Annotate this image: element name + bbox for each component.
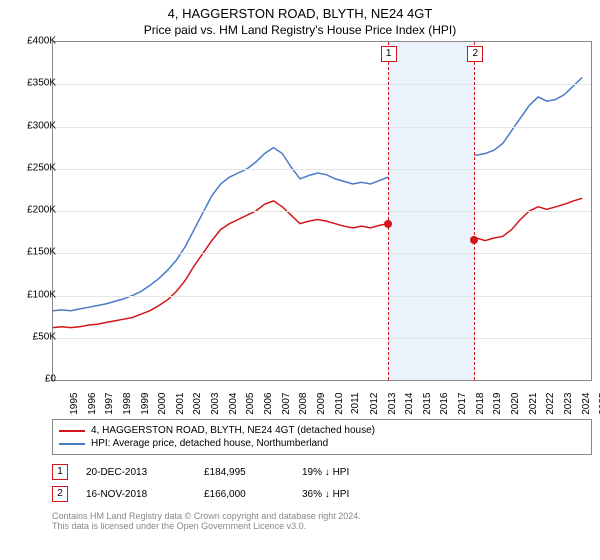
x-tick-label: 2003 bbox=[210, 393, 221, 415]
chart-container: 4, HAGGERSTON ROAD, BLYTH, NE24 4GT Pric… bbox=[0, 0, 600, 560]
legend-label: 4, HAGGERSTON ROAD, BLYTH, NE24 4GT (det… bbox=[91, 425, 375, 436]
x-tick-label: 1995 bbox=[69, 393, 80, 415]
x-tick-label: 2018 bbox=[474, 393, 485, 415]
series-hpi bbox=[53, 78, 582, 311]
x-tick-label: 2010 bbox=[333, 393, 344, 415]
chart-subtitle: Price paid vs. HM Land Registry's House … bbox=[0, 21, 600, 41]
sales-table: 1 20-DEC-2013 £184,995 19% ↓ HPI 2 16-NOV-201… bbox=[52, 461, 592, 505]
x-tick-label: 2012 bbox=[369, 393, 380, 415]
sale-dot bbox=[384, 220, 392, 228]
chart-title: 4, HAGGERSTON ROAD, BLYTH, NE24 4GT bbox=[0, 0, 600, 21]
x-tick-label: 2022 bbox=[545, 393, 556, 415]
x-tick-label: 2008 bbox=[298, 393, 309, 415]
sale-row: 1 20-DEC-2013 £184,995 19% ↓ HPI bbox=[52, 461, 592, 483]
sale-dot bbox=[470, 236, 478, 244]
x-tick-label: 2024 bbox=[580, 393, 591, 415]
sale-marker-2: 2 bbox=[467, 46, 483, 62]
footer-line2: This data is licensed under the Open Gov… bbox=[52, 521, 592, 531]
gridline bbox=[53, 338, 591, 339]
plot-area: 12 bbox=[52, 41, 592, 381]
sale-pct: 36% ↓ HPI bbox=[302, 489, 392, 500]
sale-date: 16-NOV-2018 bbox=[86, 489, 186, 500]
sale-marker-1: 1 bbox=[381, 46, 397, 62]
sale-row: 2 16-NOV-2018 £166,000 36% ↓ HPI bbox=[52, 483, 592, 505]
legend-swatch bbox=[59, 430, 85, 432]
sale-vline bbox=[474, 42, 475, 380]
legend-swatch bbox=[59, 443, 85, 445]
sale-price: £166,000 bbox=[204, 489, 284, 500]
x-tick-label: 2001 bbox=[175, 393, 186, 415]
sale-vline bbox=[388, 42, 389, 380]
legend-row: 4, HAGGERSTON ROAD, BLYTH, NE24 4GT (det… bbox=[59, 424, 585, 437]
x-tick-label: 2011 bbox=[350, 393, 361, 415]
y-tick-label: £300K bbox=[12, 120, 56, 131]
legend: 4, HAGGERSTON ROAD, BLYTH, NE24 4GT (det… bbox=[52, 419, 592, 455]
legend-row: HPI: Average price, detached house, Nort… bbox=[59, 437, 585, 450]
y-tick-label: £0 bbox=[12, 374, 56, 385]
y-tick-label: £200K bbox=[12, 205, 56, 216]
footer: Contains HM Land Registry data © Crown c… bbox=[52, 511, 592, 531]
gridline bbox=[53, 127, 591, 128]
x-tick-label: 2006 bbox=[263, 393, 274, 415]
x-tick-label: 2005 bbox=[245, 393, 256, 415]
x-tick-label: 2013 bbox=[386, 393, 397, 415]
x-tick-label: 2007 bbox=[280, 393, 291, 415]
y-tick-label: £250K bbox=[12, 162, 56, 173]
x-tick-label: 2017 bbox=[457, 393, 468, 415]
x-tick-label: 2004 bbox=[228, 393, 239, 415]
gridline bbox=[53, 253, 591, 254]
sale-date: 20-DEC-2013 bbox=[86, 467, 186, 478]
series-property bbox=[53, 198, 582, 327]
x-tick-label: 2002 bbox=[192, 393, 203, 415]
gridline bbox=[53, 84, 591, 85]
y-tick-label: £100K bbox=[12, 289, 56, 300]
x-tick-label: 2021 bbox=[527, 393, 538, 415]
footer-line1: Contains HM Land Registry data © Crown c… bbox=[52, 511, 592, 521]
sale-pct: 19% ↓ HPI bbox=[302, 467, 392, 478]
x-tick-label: 2015 bbox=[422, 393, 433, 415]
legend-label: HPI: Average price, detached house, Nort… bbox=[91, 438, 328, 449]
x-tick-label: 2023 bbox=[563, 393, 574, 415]
x-tick-label: 1999 bbox=[139, 393, 150, 415]
sale-row-marker: 2 bbox=[52, 486, 68, 502]
sale-price: £184,995 bbox=[204, 467, 284, 478]
y-tick-label: £50K bbox=[12, 331, 56, 342]
x-tick-label: 2020 bbox=[510, 393, 521, 415]
x-tick-label: 1998 bbox=[122, 393, 133, 415]
gridline bbox=[53, 211, 591, 212]
gridline bbox=[53, 169, 591, 170]
x-tick-label: 2009 bbox=[316, 393, 327, 415]
x-tick-label: 1996 bbox=[86, 393, 97, 415]
x-tick-label: 2000 bbox=[157, 393, 168, 415]
y-tick-label: £400K bbox=[12, 36, 56, 47]
x-tick-label: 2014 bbox=[404, 393, 415, 415]
y-tick-label: £150K bbox=[12, 247, 56, 258]
x-tick-label: 2016 bbox=[439, 393, 450, 415]
x-tick-label: 2019 bbox=[492, 393, 503, 415]
sale-row-marker: 1 bbox=[52, 464, 68, 480]
x-tick-label: 1997 bbox=[104, 393, 115, 415]
gridline bbox=[53, 296, 591, 297]
y-tick-label: £350K bbox=[12, 78, 56, 89]
